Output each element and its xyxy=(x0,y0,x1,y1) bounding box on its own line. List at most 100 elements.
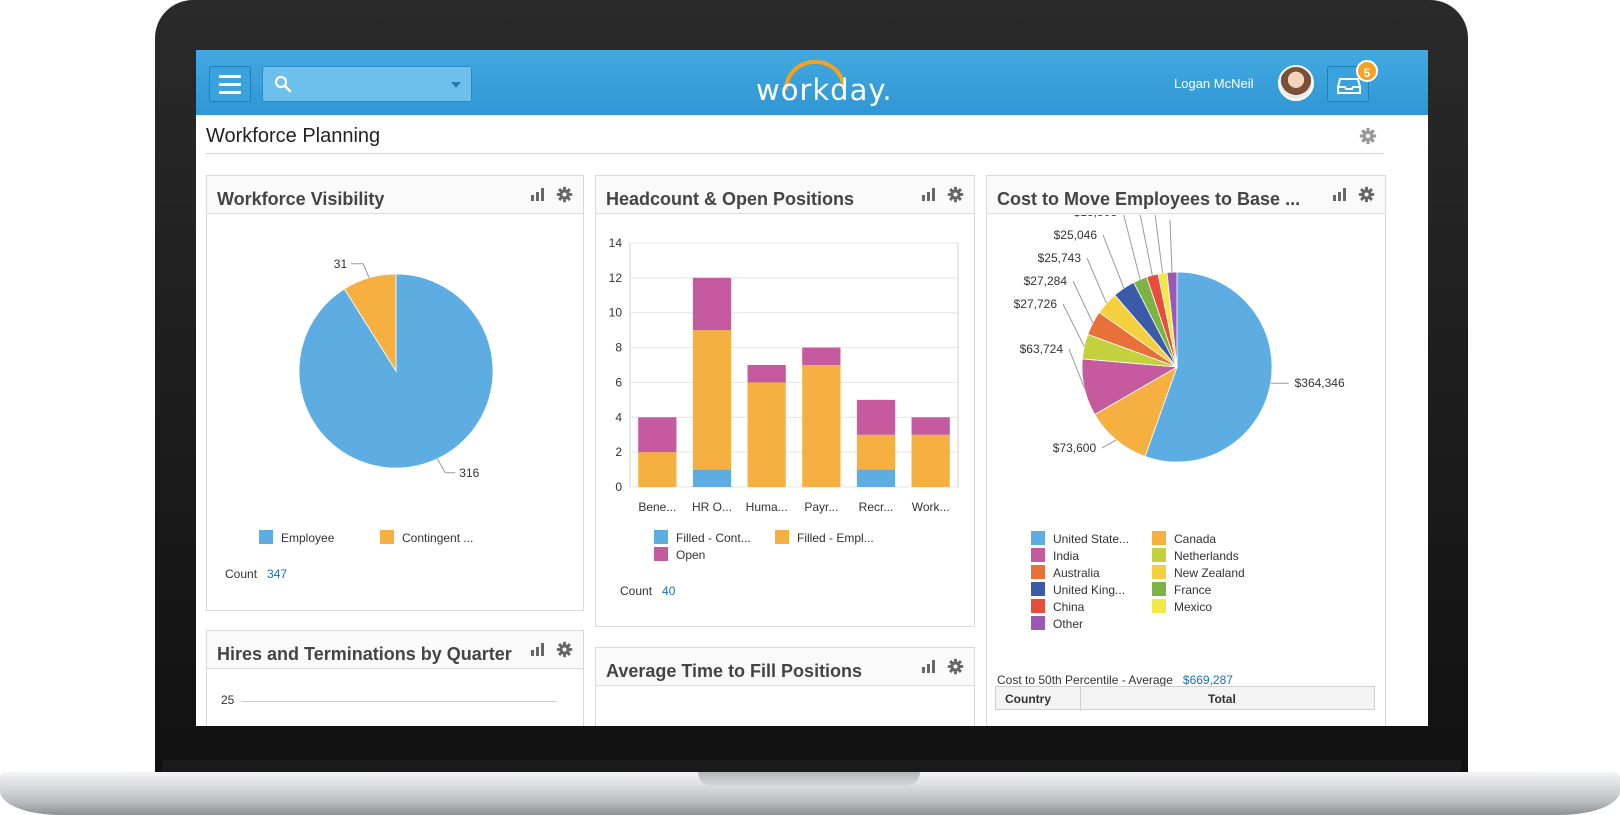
gear-icon[interactable] xyxy=(1358,186,1375,203)
workforce-pie-chart[interactable]: 31 316 xyxy=(207,215,583,535)
screen: workday. Logan McNeil 5 Workforce Planni… xyxy=(196,50,1428,726)
legend-label: France xyxy=(1174,583,1212,597)
legend-item[interactable]: Canada xyxy=(1152,531,1216,546)
inbox-count-badge: 5 xyxy=(1356,60,1378,82)
legend-label: United King... xyxy=(1053,583,1126,597)
pie-slice[interactable] xyxy=(343,273,397,373)
legend-swatch xyxy=(1031,548,1045,562)
y-tick-label: 4 xyxy=(615,410,622,424)
legend-item[interactable]: United King... xyxy=(1031,582,1125,597)
page-settings-gear-icon[interactable] xyxy=(1359,127,1377,145)
gear-icon[interactable] xyxy=(947,658,964,675)
bar-segment[interactable] xyxy=(747,382,786,487)
bar-segment[interactable] xyxy=(856,399,896,435)
search-icon xyxy=(274,75,292,93)
bar-segment[interactable] xyxy=(911,434,950,487)
chart-type-icon[interactable] xyxy=(530,641,546,657)
leader-line xyxy=(1062,303,1085,347)
bar-segment[interactable] xyxy=(692,469,732,487)
pie-slice[interactable] xyxy=(1166,271,1178,368)
chart-type-icon[interactable] xyxy=(530,186,546,202)
y-tick-label: 14 xyxy=(609,236,623,250)
legend-item[interactable]: Mexico xyxy=(1152,599,1212,614)
widget-average-time-to-fill: Average Time to Fill Positions xyxy=(595,647,975,726)
legend-item[interactable]: United State... xyxy=(1031,531,1129,546)
headcount-bar-chart[interactable]: 0 2 4 6 8 10 12 14 Bene... HR O... Huma... Payr... R… xyxy=(596,215,974,525)
bar-segment[interactable] xyxy=(692,277,732,331)
chart-type-icon[interactable] xyxy=(1332,186,1348,202)
widget-title: Hires and Terminations by Quarter xyxy=(217,644,512,664)
cost-pie-chart[interactable]: $364,346 $73,600 $63,724 $27,726 $27,284 $25,… xyxy=(987,215,1385,525)
slice-label: 316 xyxy=(459,466,479,480)
legend-swatch xyxy=(1152,565,1166,579)
legend-label: Filled - Empl... xyxy=(797,531,874,545)
legend-item[interactable]: New Zealand xyxy=(1152,565,1245,580)
leader-line xyxy=(1068,348,1085,388)
legend-label: Other xyxy=(1053,617,1084,631)
laptop-notch xyxy=(698,772,920,786)
slice-label: $27,726 xyxy=(1014,297,1058,311)
x-tick-label: HR O... xyxy=(692,500,732,514)
legend-item[interactable]: Australia xyxy=(1031,565,1100,580)
pie-slice[interactable] xyxy=(1094,366,1178,457)
legend-item[interactable]: Netherlands xyxy=(1152,548,1239,563)
legend-item[interactable]: Filled - Empl... xyxy=(775,530,874,545)
legend-item[interactable]: Open xyxy=(654,547,705,562)
menu-button[interactable] xyxy=(209,66,251,102)
gear-icon[interactable] xyxy=(556,186,573,203)
count-value[interactable]: 347 xyxy=(267,567,288,581)
chart-type-icon[interactable] xyxy=(921,186,937,202)
legend-label: Employee xyxy=(281,531,335,545)
legend-item[interactable]: Other xyxy=(1031,616,1083,631)
search-input[interactable] xyxy=(262,66,472,102)
bar-segment[interactable] xyxy=(802,365,841,487)
bar-segment[interactable] xyxy=(802,347,841,365)
workday-logo[interactable]: workday. xyxy=(756,58,893,110)
legend-item[interactable]: China xyxy=(1031,599,1084,614)
bar-segment[interactable] xyxy=(747,365,786,383)
user-name[interactable]: Logan McNeil xyxy=(1174,76,1254,91)
top-bar: workday. Logan McNeil 5 xyxy=(196,50,1428,115)
leader-line xyxy=(1123,215,1141,280)
legend-item[interactable]: France xyxy=(1152,582,1211,597)
legend-label: Contingent ... xyxy=(402,531,474,545)
widget-tools xyxy=(530,186,573,203)
avatar[interactable] xyxy=(1278,65,1314,101)
column-header-total[interactable]: Total xyxy=(1208,692,1236,706)
leader-line xyxy=(1086,257,1107,304)
bar-segment[interactable] xyxy=(911,417,950,435)
gear-icon[interactable] xyxy=(947,186,964,203)
legend-label: Mexico xyxy=(1174,600,1213,614)
bar-segment[interactable] xyxy=(856,469,896,487)
count-value[interactable]: 40 xyxy=(662,584,676,598)
x-tick-label: Work... xyxy=(912,500,950,514)
widget-tools xyxy=(1332,186,1375,203)
y-tick-label: 6 xyxy=(615,375,622,389)
bar-segment[interactable] xyxy=(638,452,677,487)
chart-type-icon[interactable] xyxy=(921,658,937,674)
x-tick-label: Payr... xyxy=(804,500,838,514)
widget-hires-terminations: Hires and Terminations by Quarter 25 xyxy=(206,630,584,726)
legend-item[interactable]: Employee xyxy=(259,530,334,545)
legend-item[interactable]: Filled - Cont... xyxy=(654,530,751,545)
chevron-down-icon[interactable] xyxy=(451,82,461,88)
cost-table-header: Country Total xyxy=(995,686,1375,711)
slice-label: $63,724 xyxy=(1020,342,1064,356)
widget-headcount-open-positions: Headcount & Open Positions 0 2 4 6 8 10 12 14 Be… xyxy=(595,175,975,627)
bar-segment[interactable] xyxy=(638,417,677,453)
count-summary: Count 347 xyxy=(225,567,287,581)
legend-item[interactable]: Contingent ... xyxy=(380,530,473,545)
inbox-icon xyxy=(1337,78,1361,94)
bar-segment[interactable] xyxy=(692,330,732,470)
percentile-value[interactable]: $669,287 xyxy=(1182,673,1233,687)
bar-segment[interactable] xyxy=(856,434,896,470)
legend-swatch xyxy=(1031,582,1045,596)
gear-icon[interactable] xyxy=(556,641,573,658)
count-label: Count xyxy=(225,567,258,581)
pie-slice[interactable] xyxy=(1144,271,1273,463)
legend-item[interactable]: India xyxy=(1031,548,1079,563)
legend-swatch xyxy=(259,530,273,544)
legend-swatch xyxy=(1152,548,1166,562)
logo-text: workday. xyxy=(756,73,893,107)
column-header-country[interactable]: Country xyxy=(1005,692,1051,706)
